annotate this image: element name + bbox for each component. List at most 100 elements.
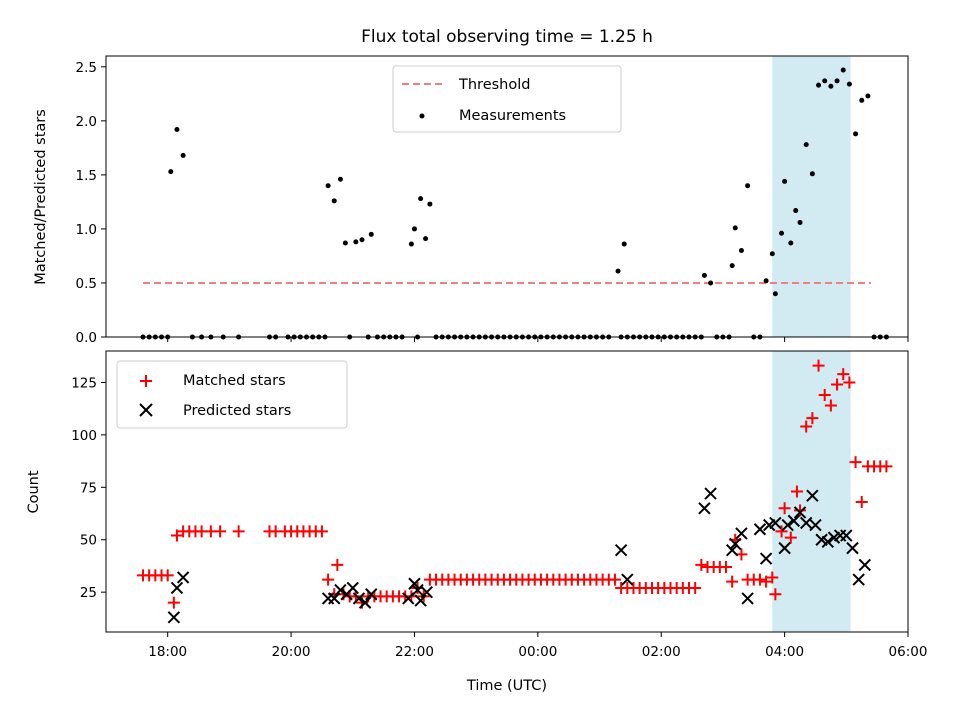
measurement-point	[411, 226, 417, 232]
measurement-point	[793, 208, 799, 214]
x-tick-label: 18:00	[148, 644, 187, 660]
predicted-star-point	[411, 583, 424, 597]
matched-star-point	[769, 588, 782, 601]
measurement-point	[615, 268, 621, 274]
matched-star-point	[322, 573, 335, 586]
predicted-star-point	[781, 518, 794, 532]
measurement-point	[418, 196, 424, 202]
ratio-y-tick-label: 1.0	[76, 222, 97, 238]
predicted-star-point	[334, 583, 347, 597]
matched-star-point	[849, 456, 862, 469]
ratio-y-axis-label: Matched/Predicted stars	[33, 109, 49, 285]
predicted-star-point	[346, 581, 359, 595]
predicted-star-point	[858, 558, 872, 572]
matched-star-point	[760, 575, 773, 588]
predicted-star-point	[358, 596, 372, 609]
count-y-tick-label: 75	[80, 480, 97, 496]
measurement-point	[846, 81, 852, 87]
matched-star-point	[784, 531, 797, 544]
measurement-point	[174, 126, 180, 132]
count-y-tick-label: 50	[80, 533, 97, 549]
predicted-star-point	[328, 592, 341, 605]
predicted-star-point	[614, 544, 628, 557]
measurement-point	[797, 219, 803, 225]
measurement-point	[816, 82, 822, 88]
matched-star-point	[794, 504, 807, 517]
count-y-tick-label: 25	[80, 585, 97, 601]
x-tick-label: 22:00	[395, 644, 434, 660]
measurement-point	[834, 78, 840, 84]
measurement-point	[745, 183, 751, 189]
measurement-point	[859, 97, 865, 103]
predicted-star-point	[170, 581, 184, 595]
measurement-point	[368, 231, 374, 237]
measurement-point	[168, 169, 174, 175]
matched-legend-swatch	[140, 375, 152, 387]
ratio-y-tick-label: 2.0	[76, 114, 97, 130]
ratio-legend: Threshold Measurements	[392, 65, 622, 133]
measurement-point	[325, 183, 331, 189]
predicted-star-point	[787, 514, 801, 528]
ratio-x-ticks	[167, 337, 909, 342]
count-panel: 25 50 75 100 125 18:00 20:00 22:00 00:00 02:00 04…	[26, 350, 927, 694]
measurements-legend-swatch	[419, 113, 425, 119]
matched-star-point	[161, 569, 174, 582]
predicted-star-point	[176, 571, 190, 584]
ratio-y-tick-label: 0.0	[76, 330, 97, 346]
measurement-point	[772, 291, 778, 297]
threshold-legend-label: Threshold	[458, 77, 530, 93]
measurement-point	[180, 152, 186, 158]
predicted-star-point	[698, 502, 711, 515]
count-legend: Matched stars Predicted stars	[116, 360, 348, 429]
matched-star-point	[753, 573, 766, 586]
count-y-ticks: 25 50 75 100 125	[71, 375, 106, 601]
predicted-star-point	[778, 541, 791, 555]
measurements-legend-label: Measurements	[459, 108, 566, 124]
predicted-star-point	[704, 487, 717, 500]
count-plot-frame	[105, 350, 909, 633]
predicted-star-point	[741, 592, 754, 605]
measurement-point	[822, 78, 828, 84]
measurement-point	[828, 83, 834, 89]
matched-star-point	[775, 525, 788, 538]
measurement-point	[763, 278, 769, 284]
matched-star-point	[778, 502, 791, 515]
x-tick-label: 20:00	[272, 644, 311, 660]
x-axis-label: Time (UTC)	[466, 678, 547, 694]
predicted-star-point	[806, 489, 819, 502]
matched-star-point	[855, 495, 868, 508]
measurement-point	[423, 236, 429, 242]
measurement-point	[408, 241, 414, 247]
count-y-tick-label: 100	[71, 428, 97, 444]
count-y-tick-label: 125	[71, 375, 97, 391]
predicted-star-point	[321, 592, 335, 605]
count-x-ticks: 18:00 20:00 22:00 00:00 02:00 04:00 06:00	[148, 632, 927, 660]
matched-star-point	[843, 376, 856, 389]
measurement-point	[809, 171, 815, 177]
matched-star-point	[790, 485, 803, 498]
predicted-star-point	[846, 541, 859, 555]
matched-star-point	[315, 525, 328, 538]
predicted-star-point	[414, 594, 427, 607]
measurement-point	[769, 251, 775, 257]
matched-star-point	[331, 558, 344, 571]
measurement-point	[331, 198, 337, 204]
predicted-star-points	[167, 487, 872, 624]
matched-star-point	[766, 571, 779, 584]
predicted-star-point	[352, 592, 366, 605]
matched-star-point	[720, 560, 733, 573]
matched-star-point	[812, 359, 825, 372]
predicted-star-point	[420, 585, 434, 599]
predicted-star-point	[821, 535, 835, 549]
ratio-y-tick-label: 2.5	[76, 60, 97, 76]
count-y-axis-label: Count	[26, 470, 42, 513]
matched-star-point	[232, 525, 245, 538]
measurement-point	[803, 142, 809, 148]
measurement-point	[701, 272, 707, 278]
predicted-star-point	[759, 552, 773, 565]
matched-star-point	[167, 596, 180, 609]
measurement-point	[359, 237, 365, 243]
measurement-point	[779, 230, 785, 236]
matched-star-point	[831, 378, 844, 391]
